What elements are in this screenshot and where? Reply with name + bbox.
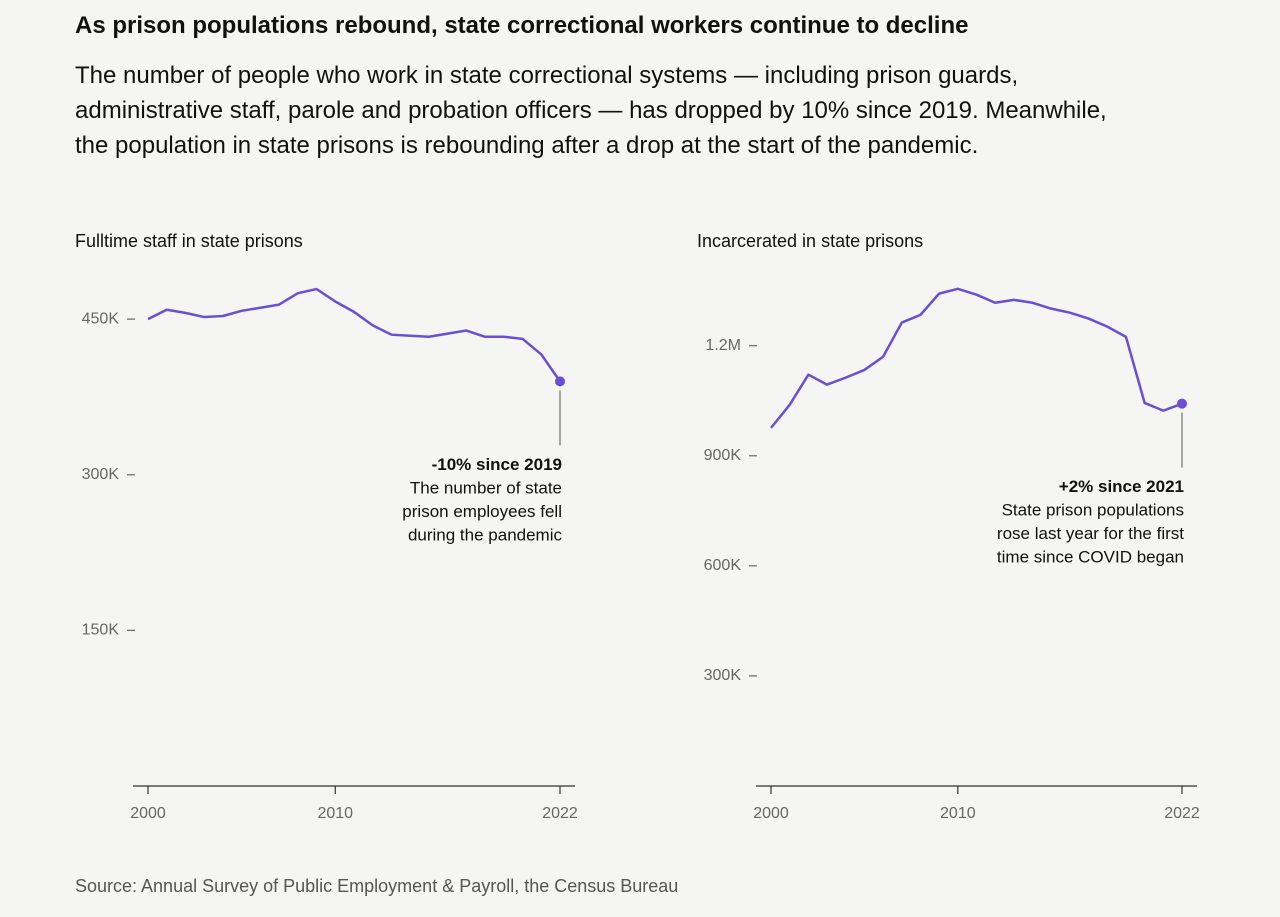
annotation-heading: -10% since 2019 bbox=[432, 455, 562, 474]
y-tick-label: 300K bbox=[82, 466, 120, 483]
annotation-heading: +2% since 2021 bbox=[1059, 477, 1184, 496]
annotation-text: The number of state bbox=[410, 478, 562, 497]
chart-title: Fulltime staff in state prisons bbox=[75, 231, 303, 251]
annotation-text: during the pandemic bbox=[408, 525, 563, 544]
y-tick-label: 900K bbox=[704, 447, 742, 464]
y-tick-label: 1.2M bbox=[705, 337, 741, 354]
source-note: Source: Annual Survey of Public Employme… bbox=[75, 876, 679, 896]
x-tick-label: 2010 bbox=[317, 805, 353, 822]
x-tick-label: 2022 bbox=[542, 805, 578, 822]
y-tick-label: 150K bbox=[82, 622, 120, 639]
x-tick-label: 2010 bbox=[940, 805, 976, 822]
x-tick-label: 2000 bbox=[130, 805, 166, 822]
page-subtitle: The number of people who work in state c… bbox=[75, 62, 1107, 159]
x-tick-label: 2000 bbox=[753, 805, 789, 822]
annotation-text: State prison populations bbox=[1002, 501, 1184, 520]
chart-title: Incarcerated in state prisons bbox=[697, 231, 923, 251]
annotation-text: time since COVID began bbox=[997, 548, 1184, 567]
end-point bbox=[1177, 398, 1187, 409]
y-tick-label: 300K bbox=[704, 667, 742, 684]
page-title: As prison populations rebound, state cor… bbox=[75, 12, 969, 39]
x-tick-label: 2022 bbox=[1164, 805, 1200, 822]
y-tick-label: 600K bbox=[704, 557, 742, 574]
annotation-text: rose last year for the first bbox=[997, 524, 1184, 543]
data-line bbox=[770, 287, 1183, 429]
annotation-text: prison employees fell bbox=[402, 502, 562, 521]
end-point bbox=[555, 376, 565, 387]
y-tick-label: 450K bbox=[82, 310, 120, 327]
data-line bbox=[147, 287, 562, 383]
